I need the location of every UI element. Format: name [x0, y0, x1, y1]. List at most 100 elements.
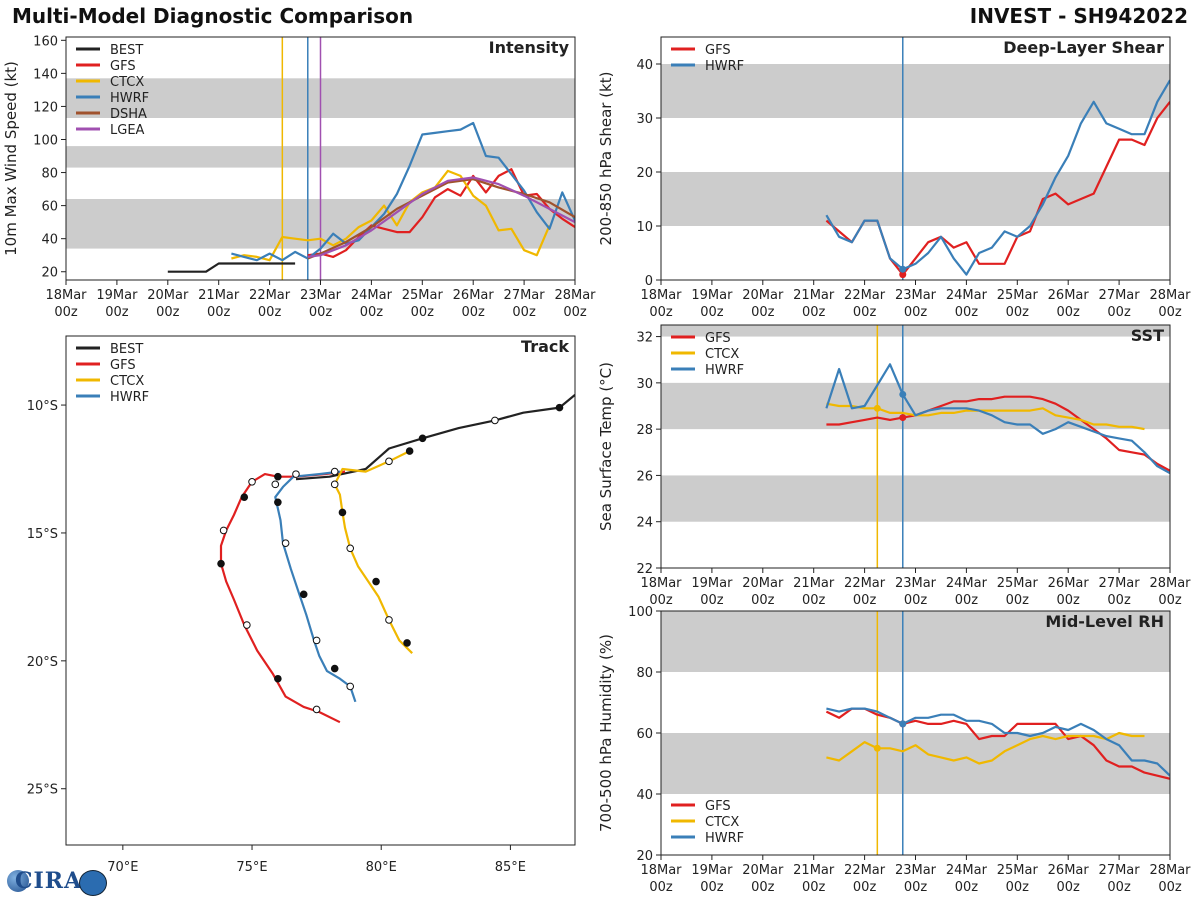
x-tick-label: 28Mar	[1149, 576, 1191, 591]
x-tick-label: 70°E	[107, 860, 138, 875]
threshold-band	[661, 733, 1170, 794]
y-tick-label: 24	[636, 516, 653, 531]
track-marker	[299, 590, 308, 599]
y-tick-label: 40	[41, 233, 58, 248]
y-axis-label: 10m Max Wind Speed (kt)	[2, 61, 20, 256]
x-tick-label: 00z	[1107, 880, 1131, 895]
x-tick-label: 00z	[462, 305, 486, 320]
track-marker	[281, 539, 290, 547]
x-tick-label: 00z	[700, 305, 724, 320]
x-tick-label: 18Mar	[640, 576, 682, 591]
x-tick-label: 20Mar	[147, 288, 189, 303]
x-tick-label: 21Mar	[793, 576, 835, 591]
init-point	[899, 265, 907, 273]
plot-area	[661, 37, 1170, 280]
series-line-hwrf	[825, 363, 1170, 475]
track-marker	[418, 434, 427, 443]
y-tick-label: 60	[636, 727, 653, 742]
y-tick-label: 80	[41, 167, 58, 182]
track-marker	[385, 457, 393, 466]
y-tick-label: 28	[636, 423, 653, 438]
x-tick-label: 24Mar	[946, 863, 988, 878]
x-tick-label: 80°E	[366, 860, 397, 875]
x-tick-label: 23Mar	[895, 863, 937, 878]
track-marker	[274, 472, 282, 481]
x-tick-label: 85°E	[495, 860, 526, 875]
series-line-ctcx	[333, 450, 413, 654]
track-marker	[372, 577, 380, 586]
x-tick-label: 20Mar	[742, 863, 784, 878]
y-tick-label: 20	[636, 166, 653, 181]
legend-entry: GFS	[110, 59, 136, 74]
x-tick-label: 00z	[156, 305, 180, 320]
x-tick-label: 00z	[853, 305, 877, 320]
x-tick-label: 00z	[1158, 593, 1182, 608]
x-tick-label: 21Mar	[793, 863, 835, 878]
x-tick-label: 26Mar	[1048, 576, 1090, 591]
plot-frame	[65, 335, 576, 846]
legend-entry: GFS	[705, 331, 731, 346]
threshold-band	[661, 475, 1170, 522]
x-tick-label: 00z	[1057, 593, 1081, 608]
x-tick-label: 21Mar	[793, 288, 835, 303]
y-axis-label: 200-850 hPa Shear (kt)	[597, 72, 615, 246]
x-tick-label: 18Mar	[640, 288, 682, 303]
x-tick-label: 00z	[258, 305, 282, 320]
x-tick-label: 27Mar	[1099, 863, 1141, 878]
x-tick-label: 28Mar	[1149, 288, 1191, 303]
x-tick-label: 25Mar	[997, 288, 1039, 303]
x-tick-label: 28Mar	[554, 288, 596, 303]
y-tick-label: 15°S	[27, 527, 58, 542]
panel-intensity: 20 40 60 80 100 120 140 160 18Mar 00z 19Mar 00z 20Ma…	[2, 34, 596, 320]
init-point	[873, 744, 881, 752]
y-tick-label: 20	[636, 849, 653, 864]
x-tick-label: 00z	[802, 880, 826, 895]
x-tick-label: 00z	[955, 880, 979, 895]
x-tick-label: 19Mar	[691, 863, 733, 878]
track-marker	[346, 682, 355, 691]
legend-entry: HWRF	[705, 831, 744, 846]
series-line-dsha	[307, 178, 575, 260]
panel-title: Mid-Level RH	[1045, 612, 1164, 631]
y-tick-label: 32	[636, 331, 653, 346]
threshold-band	[661, 325, 1170, 337]
x-tick-label: 00z	[1006, 593, 1030, 608]
x-tick-label: 18Mar	[45, 288, 87, 303]
x-tick-label: 00z	[1107, 305, 1131, 320]
x-tick-label: 00z	[904, 593, 928, 608]
y-tick-label: 100	[33, 133, 58, 148]
plot-background	[66, 336, 575, 845]
x-tick-label: 24Mar	[351, 288, 393, 303]
init-point	[899, 414, 907, 422]
track-marker	[248, 477, 256, 486]
legend-entry: GFS	[705, 43, 731, 58]
series-line-best	[295, 393, 575, 481]
track-marker	[491, 416, 499, 425]
series-line-gfs	[825, 707, 1170, 780]
y-tick-label: 22	[636, 562, 653, 577]
storm-id-title: INVEST - SH942022	[969, 4, 1188, 28]
y-tick-label: 25°S	[27, 783, 58, 798]
series-line-gfs	[307, 168, 575, 258]
logo-text: CIRA	[15, 868, 83, 894]
y-tick-label: 160	[33, 34, 58, 49]
series-line-hwrf	[274, 470, 357, 703]
x-tick-label: 26Mar	[453, 288, 495, 303]
legend-entry: CTCX	[110, 374, 144, 389]
init-point	[873, 404, 881, 412]
x-tick-label: 00z	[54, 305, 78, 320]
x-tick-label: 00z	[1158, 305, 1182, 320]
track-marker	[274, 498, 282, 507]
y-tick-label: 0	[645, 274, 653, 289]
x-tick-label: 00z	[1057, 305, 1081, 320]
plot-area	[661, 325, 1170, 568]
x-tick-label: 00z	[751, 880, 775, 895]
y-tick-label: 40	[636, 58, 653, 73]
init-point	[899, 720, 907, 728]
x-tick-label: 00z	[1107, 593, 1131, 608]
x-tick-label: 25Mar	[402, 288, 444, 303]
x-tick-label: 00z	[1006, 880, 1030, 895]
x-tick-label: 18Mar	[640, 863, 682, 878]
cira-logo: CIRA	[5, 866, 107, 898]
